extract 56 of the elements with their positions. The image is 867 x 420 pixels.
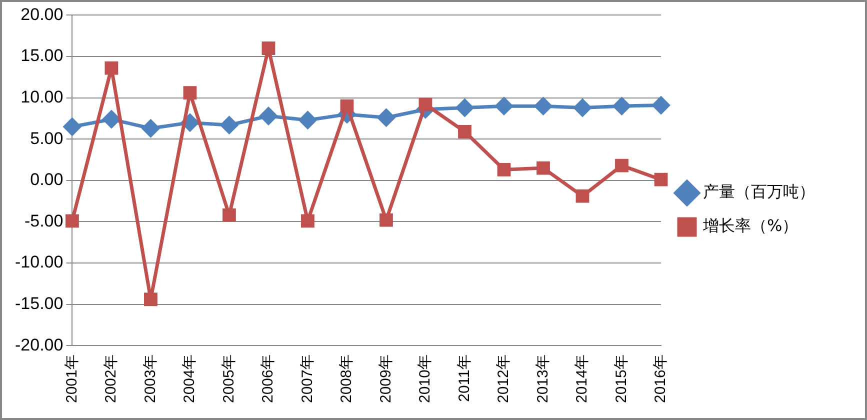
point [260,107,278,125]
y-tick-label: 15.00 [20,46,64,66]
point [183,86,197,100]
point [418,98,432,112]
point [377,108,395,126]
x-tick-label: 2005年 [220,354,238,404]
point [220,116,238,134]
point [534,97,552,115]
point [66,214,79,228]
x-tick-label: 2016年 [652,354,670,404]
x-tick-label: 2002年 [102,354,120,404]
point [144,292,158,306]
point [612,97,630,115]
legend-label: 增长率（%） [702,216,798,236]
y-tick-label: 10.00 [20,87,64,106]
point [142,120,160,138]
x-tick-label: 2008年 [338,354,356,404]
point [102,110,120,128]
x-tick-label: 2014年 [574,354,591,404]
x-tick-label: 2006年 [260,354,277,404]
point [497,162,511,176]
y-tick-label: 20.00 [20,4,64,24]
y-tick-label: -5.00 [24,211,64,230]
point [380,213,393,227]
point [301,214,314,228]
x-tick-label: 2010年 [416,354,434,404]
point [104,61,118,75]
point [458,124,472,138]
point [652,96,670,114]
x-tick-label: 2012年 [495,354,512,404]
point [536,161,550,175]
point [615,158,628,172]
y-tick-label: -20.00 [15,335,64,354]
x-tick-label: 2007年 [298,354,316,404]
x-tick-label: 2001年 [63,354,80,404]
x-tick-label: 2003年 [142,354,159,404]
y-tick-label: -15.00 [15,294,64,314]
point [574,98,592,116]
y-tick-label: 0.00 [30,170,64,190]
point [456,98,474,116]
point [495,97,513,115]
point [222,208,236,222]
point [262,42,276,55]
x-tick-label: 2009年 [377,354,394,404]
point [654,172,668,186]
legend-label: 产量（百万吨） [703,182,815,202]
point [576,189,590,203]
x-tick-label: 2004年 [181,354,198,404]
point [63,118,81,136]
y-tick-label: 5.00 [30,128,64,148]
point [340,99,354,113]
x-tick-label: 2011年 [456,354,473,402]
x-tick-label: 2015年 [612,354,630,404]
x-tick-label: 2013年 [534,354,552,404]
point [298,111,316,129]
y-tick-label: -10.00 [15,252,64,272]
